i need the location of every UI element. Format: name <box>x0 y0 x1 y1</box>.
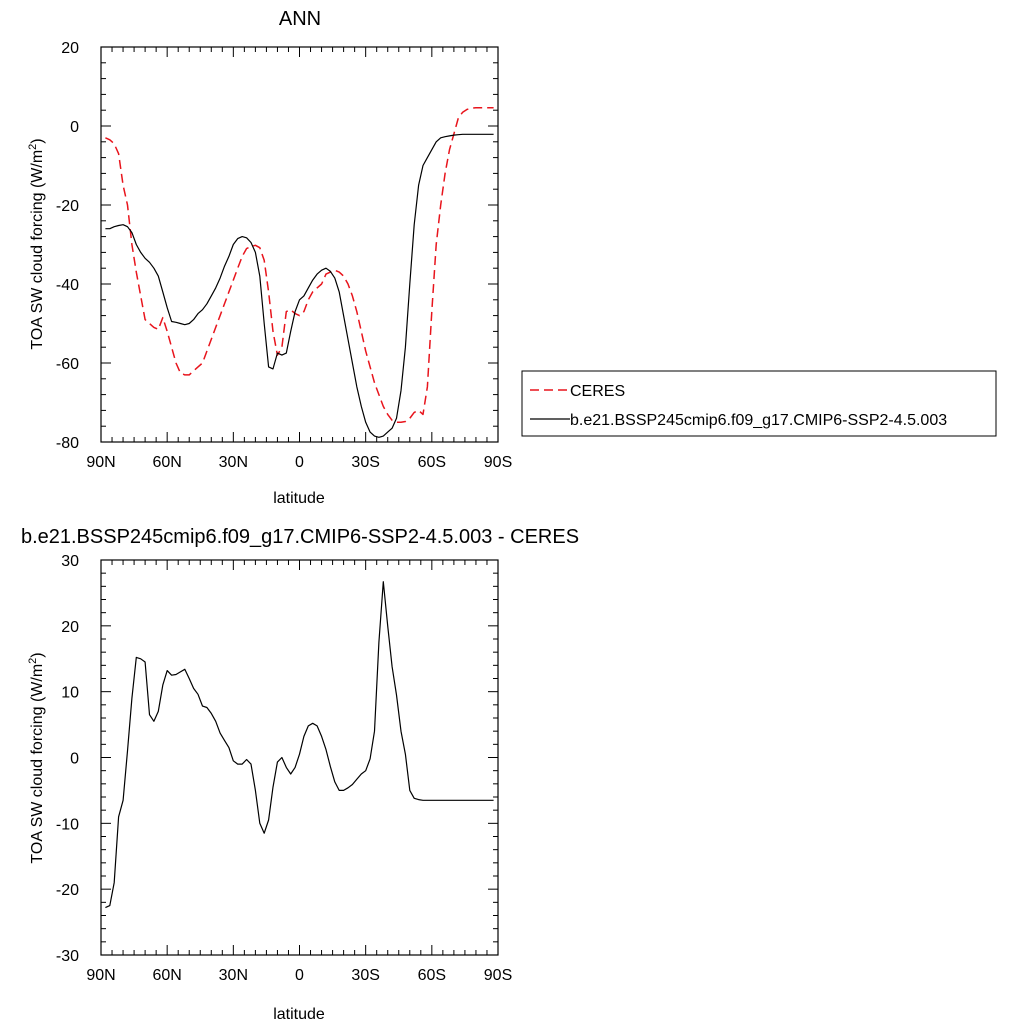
top-panel-y-axis: -80 -60 -40 -20 0 20 <box>56 40 498 452</box>
legend-box <box>521 370 997 437</box>
bottom-panel-y-label-main: TOA SW cloud forcing (W/m <box>29 664 46 864</box>
top-panel-plot-frame <box>100 46 499 443</box>
series-line-ceres <box>105 107 494 424</box>
y-tick-label: -20 <box>56 198 79 215</box>
x-tick-label: 60N <box>152 967 181 984</box>
legend-label-model: b.e21.BSSP245cmip6.f09_g17.CMIP6-SSP2-4.… <box>570 412 947 429</box>
bottom-panel-y-label: TOA SW cloud forcing (W/m2) <box>27 652 46 863</box>
x-tick-label: 90N <box>86 967 115 984</box>
y-tick-label: 0 <box>70 751 79 768</box>
bottom-panel-x-axis: 90N 60N 30N 0 30S 60S 90S <box>86 560 512 984</box>
bottom-panel: b.e21.BSSP245cmip6.f09_g17.CMIP6-SSP2-4.… <box>21 526 579 1023</box>
x-tick-label: 90N <box>86 454 115 471</box>
bottom-panel-plot-frame <box>100 559 499 956</box>
top-panel-y-label-main: TOA SW cloud forcing (W/m <box>29 150 46 350</box>
series-line-difference <box>105 581 494 909</box>
x-tick-label: 60N <box>152 454 181 471</box>
top-panel-title: ANN <box>279 8 321 30</box>
y-tick-label: -60 <box>56 356 79 373</box>
legend: CERES b.e21.BSSP245cmip6.f09_g17.CMIP6-S… <box>521 370 997 437</box>
y-tick-label: -10 <box>56 816 79 833</box>
x-tick-label: 60S <box>418 967 446 984</box>
bottom-panel-title: b.e21.BSSP245cmip6.f09_g17.CMIP6-SSP2-4.… <box>21 526 579 548</box>
top-panel-y-label-close: ) <box>29 138 46 143</box>
y-tick-label: 20 <box>61 40 79 57</box>
x-tick-label: 30N <box>219 454 248 471</box>
y-tick-label: -20 <box>56 882 79 899</box>
x-tick-label: 30S <box>351 967 379 984</box>
bottom-panel-x-label: latitude <box>273 1006 325 1023</box>
legend-label-ceres: CERES <box>570 383 625 400</box>
x-tick-label: 60S <box>418 454 446 471</box>
top-panel-series <box>105 107 494 438</box>
top-panel-y-label-sup: 2 <box>27 144 39 150</box>
top-panel-x-label: latitude <box>273 490 325 507</box>
y-tick-label: 0 <box>70 119 79 136</box>
y-tick-label: 20 <box>61 619 79 636</box>
x-tick-label: 0 <box>295 967 304 984</box>
y-tick-label: -30 <box>56 948 79 965</box>
top-panel-x-axis: 90N 60N 30N 0 30S 60S 90S <box>86 47 512 471</box>
bottom-panel-series <box>105 581 494 909</box>
bottom-panel-y-axis: -30 -20 -10 0 10 20 30 <box>56 553 498 965</box>
x-tick-label: 90S <box>484 454 512 471</box>
x-tick-label: 90S <box>484 967 512 984</box>
y-tick-label: 30 <box>61 553 79 570</box>
y-tick-label: -80 <box>56 435 79 452</box>
x-tick-label: 30N <box>219 967 248 984</box>
x-tick-label: 0 <box>295 454 304 471</box>
x-tick-label: 30S <box>351 454 379 471</box>
top-panel: ANN 90N 60N 30N 0 30S 60S 90S -80-60-40-20020 … <box>27 8 997 507</box>
y-tick-label: 10 <box>61 685 79 702</box>
bottom-panel-y-label-close: ) <box>29 652 46 657</box>
top-panel-y-label: TOA SW cloud forcing (W/m2) <box>27 138 46 349</box>
y-tick-label: -40 <box>56 277 79 294</box>
series-line-b-e21-bssp245cmip6-f09-g17-cmip6-ssp2-4-5-003 <box>105 133 494 438</box>
bottom-panel-y-label-sup: 2 <box>27 658 39 664</box>
